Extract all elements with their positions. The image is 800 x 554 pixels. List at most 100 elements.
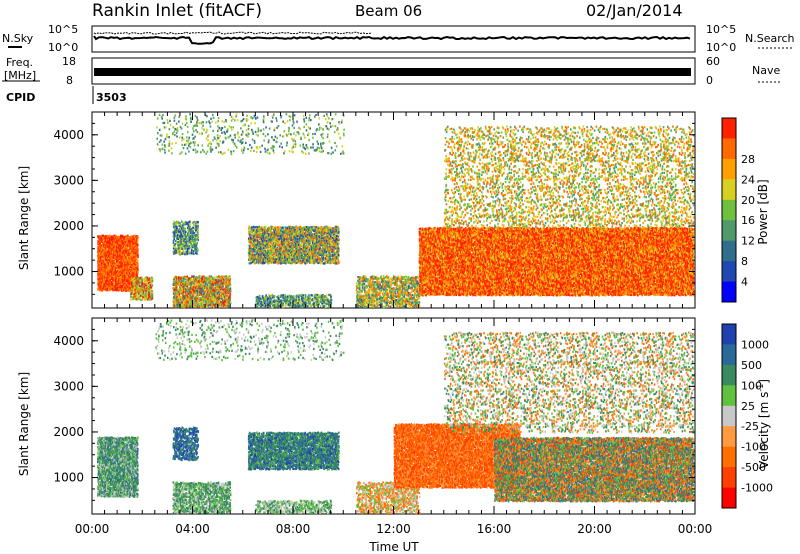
nsky-trace xyxy=(94,36,690,44)
data-cell xyxy=(178,280,180,282)
data-cell xyxy=(137,265,139,267)
data-cell xyxy=(137,252,139,254)
data-cell xyxy=(148,279,150,281)
data-cell xyxy=(135,285,137,287)
data-cell xyxy=(184,297,186,299)
cpid-label: CPID xyxy=(6,91,35,104)
data-cell xyxy=(122,252,124,254)
freq-trace xyxy=(94,68,691,76)
data-cell xyxy=(206,306,208,308)
nsky-label: N.Sky xyxy=(2,32,34,45)
data-cell xyxy=(176,286,178,288)
noise-left-tick-bottom: 10^0 xyxy=(48,41,78,54)
data-cell xyxy=(150,284,152,286)
data-cell xyxy=(133,280,135,282)
data-cell xyxy=(191,285,193,287)
data-cell xyxy=(137,259,139,261)
freq-tick-bottom: 8 xyxy=(66,74,73,87)
data-cell xyxy=(134,277,136,279)
nave-label: Nave xyxy=(752,64,780,77)
date-title: 02/Jan/2014 xyxy=(586,1,683,20)
data-cell xyxy=(180,277,182,279)
data-cell xyxy=(140,295,142,297)
data-cell xyxy=(141,277,143,279)
data-cell xyxy=(152,280,154,282)
data-cell xyxy=(137,241,139,243)
station-title: Rankin Inlet (fitACF) xyxy=(92,1,262,21)
noise-right-tick-bottom: 10^0 xyxy=(706,41,736,54)
data-cell xyxy=(198,296,200,298)
data-cell xyxy=(127,235,129,237)
noise-left-tick-top: 10^5 xyxy=(48,23,78,36)
nave-tick-bottom: 0 xyxy=(706,74,713,87)
data-cell xyxy=(174,301,176,303)
data-cell xyxy=(152,294,154,296)
data-cell xyxy=(114,261,116,263)
freq-label-2: [MHz] xyxy=(4,69,36,82)
freq-panel: Freq. [MHz] 18 8 60 0 Nave xyxy=(2,55,780,87)
data-cell xyxy=(208,305,210,307)
data-cell xyxy=(135,277,137,279)
data-cell xyxy=(195,283,197,285)
cpid-value: 3503 xyxy=(96,91,127,104)
data-cell xyxy=(130,296,132,298)
data-cell xyxy=(137,295,139,297)
data-cell xyxy=(135,257,137,259)
data-cell xyxy=(192,279,194,281)
data-cell xyxy=(137,239,139,241)
data-cell xyxy=(139,293,141,295)
data-cell xyxy=(104,266,106,268)
data-cell xyxy=(135,265,137,267)
data-cell xyxy=(151,282,153,284)
nsearch-trace xyxy=(94,32,372,34)
freq-label-1: Freq. xyxy=(6,56,33,69)
data-cell xyxy=(187,296,189,298)
data-cell xyxy=(137,254,139,256)
data-cell xyxy=(142,282,144,284)
data-cell xyxy=(137,256,139,258)
data-cell xyxy=(150,295,152,297)
data-cell xyxy=(137,235,139,237)
rti-chart: Rankin Inlet (fitACF) Beam 06 02/Jan/201… xyxy=(0,0,800,554)
data-cell xyxy=(134,297,136,299)
data-cell xyxy=(186,276,188,278)
data-cell xyxy=(152,291,154,293)
data-cell xyxy=(200,306,202,308)
data-cell xyxy=(110,279,112,281)
beam-title: Beam 06 xyxy=(355,2,422,20)
data-cell xyxy=(179,293,181,295)
data-cell xyxy=(188,277,190,279)
data-cell xyxy=(136,274,138,276)
data-cell xyxy=(137,248,139,250)
data-cell xyxy=(109,289,111,291)
data-cell xyxy=(131,277,133,279)
data-cell xyxy=(179,301,181,303)
data-cell xyxy=(197,302,199,304)
data-cell xyxy=(133,256,135,258)
data-cell xyxy=(138,286,140,288)
noise-panel: N.Sky 10^5 10^0 10^5 10^0 N.Search xyxy=(2,23,795,54)
data-cell xyxy=(147,277,149,279)
data-cell xyxy=(130,299,132,301)
data-cell xyxy=(204,291,206,293)
radar-rti-plot: Rankin Inlet (fitACF) Beam 06 02/Jan/201… xyxy=(0,0,800,554)
data-cell xyxy=(193,294,195,296)
freq-tick-top: 18 xyxy=(62,55,76,68)
data-cell xyxy=(141,279,143,281)
data-cell xyxy=(205,299,207,301)
data-cell xyxy=(144,286,146,288)
data-cell xyxy=(202,301,204,303)
data-cell xyxy=(137,244,139,246)
data-cell xyxy=(144,298,146,300)
data-cell xyxy=(199,275,201,277)
data-cell xyxy=(152,285,154,287)
data-cell xyxy=(137,269,139,271)
nsearch-label: N.Search xyxy=(745,32,795,45)
data-cell xyxy=(152,278,154,280)
noise-right-tick-top: 10^5 xyxy=(706,23,736,36)
data-cell xyxy=(113,283,115,285)
data-cell xyxy=(205,285,207,287)
data-cell xyxy=(138,283,140,285)
nave-tick-top: 60 xyxy=(706,55,720,68)
